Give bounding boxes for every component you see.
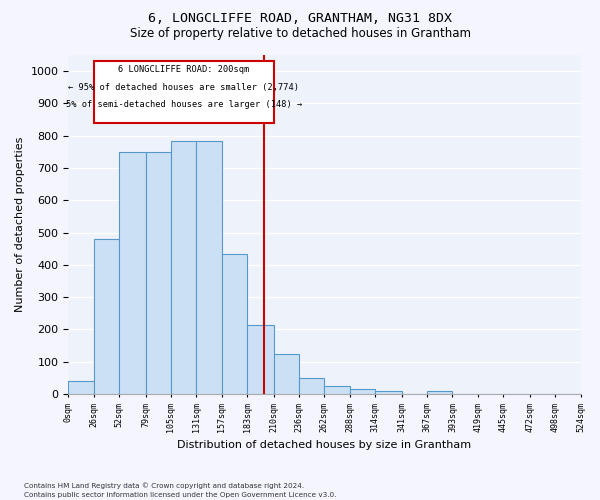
Bar: [94, 62, 274, 123]
Bar: [350, 389, 375, 394]
Bar: [299, 378, 325, 394]
Bar: [146, 152, 171, 394]
Text: Size of property relative to detached houses in Grantham: Size of property relative to detached ho…: [130, 28, 470, 40]
Bar: [222, 254, 247, 394]
Bar: [325, 386, 350, 394]
Y-axis label: Number of detached properties: Number of detached properties: [15, 137, 25, 312]
Bar: [247, 324, 274, 394]
Text: Contains HM Land Registry data © Crown copyright and database right 2024.: Contains HM Land Registry data © Crown c…: [24, 482, 304, 489]
Bar: [171, 140, 196, 394]
Bar: [274, 354, 299, 394]
Bar: [119, 152, 146, 394]
Text: 6 LONGCLIFFE ROAD: 200sqm: 6 LONGCLIFFE ROAD: 200sqm: [118, 66, 249, 74]
Text: 6, LONGCLIFFE ROAD, GRANTHAM, NG31 8DX: 6, LONGCLIFFE ROAD, GRANTHAM, NG31 8DX: [148, 12, 452, 26]
Bar: [427, 391, 452, 394]
Text: 5% of semi-detached houses are larger (148) →: 5% of semi-detached houses are larger (1…: [65, 100, 302, 110]
Text: Contains public sector information licensed under the Open Government Licence v3: Contains public sector information licen…: [24, 492, 337, 498]
X-axis label: Distribution of detached houses by size in Grantham: Distribution of detached houses by size …: [178, 440, 472, 450]
Bar: [196, 140, 222, 394]
Text: ← 95% of detached houses are smaller (2,774): ← 95% of detached houses are smaller (2,…: [68, 83, 299, 92]
Bar: [68, 381, 94, 394]
Bar: [375, 391, 401, 394]
Bar: [94, 239, 119, 394]
